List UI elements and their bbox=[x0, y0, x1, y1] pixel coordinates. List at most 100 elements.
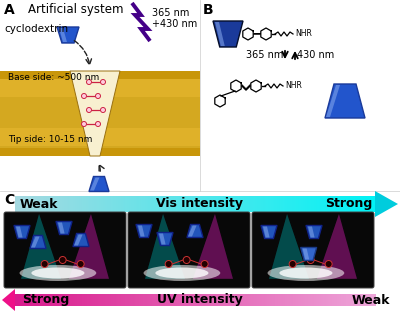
Bar bbox=[252, 294, 254, 306]
Bar bbox=[186, 294, 188, 306]
Bar bbox=[159, 196, 161, 212]
Bar bbox=[66, 196, 69, 212]
Bar bbox=[212, 196, 214, 212]
Bar bbox=[331, 196, 333, 212]
Bar bbox=[109, 294, 111, 306]
Bar bbox=[309, 196, 311, 212]
Bar bbox=[61, 196, 63, 212]
Bar bbox=[370, 196, 372, 212]
Bar bbox=[349, 294, 351, 306]
Bar bbox=[30, 294, 33, 306]
Bar bbox=[178, 294, 180, 306]
Bar bbox=[265, 294, 267, 306]
Bar bbox=[188, 196, 190, 212]
Bar bbox=[231, 294, 233, 306]
Bar bbox=[346, 196, 348, 212]
Bar bbox=[120, 196, 122, 212]
Bar bbox=[189, 196, 191, 212]
Bar bbox=[238, 196, 240, 212]
Bar bbox=[134, 196, 136, 212]
Bar bbox=[69, 196, 71, 212]
Bar bbox=[210, 294, 213, 306]
Bar bbox=[80, 294, 82, 306]
Polygon shape bbox=[56, 221, 72, 234]
Bar bbox=[225, 294, 227, 306]
Bar bbox=[85, 294, 87, 306]
Bar bbox=[340, 294, 342, 306]
Bar bbox=[338, 294, 340, 306]
Bar bbox=[362, 294, 364, 306]
Bar bbox=[227, 294, 230, 306]
Bar bbox=[164, 196, 166, 212]
Bar bbox=[271, 196, 273, 212]
Bar bbox=[183, 294, 185, 306]
Polygon shape bbox=[58, 222, 64, 234]
Bar bbox=[213, 196, 215, 212]
Text: Vis intensity: Vis intensity bbox=[156, 197, 244, 211]
Bar bbox=[27, 196, 29, 212]
Bar bbox=[66, 196, 68, 212]
Bar bbox=[30, 196, 33, 212]
Bar bbox=[126, 294, 128, 306]
Bar bbox=[252, 196, 254, 212]
Bar bbox=[72, 196, 74, 212]
Bar bbox=[232, 294, 234, 306]
Bar bbox=[118, 294, 120, 306]
Bar bbox=[56, 196, 58, 212]
Bar bbox=[351, 294, 353, 306]
Bar bbox=[200, 196, 202, 212]
Bar bbox=[270, 294, 272, 306]
Bar bbox=[229, 196, 231, 212]
Bar bbox=[33, 294, 35, 306]
Bar bbox=[202, 294, 204, 306]
Bar bbox=[248, 294, 250, 306]
Bar bbox=[59, 196, 62, 212]
Bar bbox=[21, 196, 23, 212]
Text: A: A bbox=[4, 3, 15, 17]
Polygon shape bbox=[70, 71, 120, 156]
Bar bbox=[226, 294, 228, 306]
Bar bbox=[206, 196, 208, 212]
Bar bbox=[150, 294, 152, 306]
Bar bbox=[28, 294, 30, 306]
Bar bbox=[99, 294, 101, 306]
Bar bbox=[258, 196, 260, 212]
Bar bbox=[155, 196, 158, 212]
Bar bbox=[337, 196, 339, 212]
Circle shape bbox=[41, 261, 48, 267]
Bar bbox=[352, 294, 354, 306]
Bar bbox=[128, 196, 130, 212]
Bar bbox=[112, 294, 114, 306]
Polygon shape bbox=[263, 226, 270, 238]
Bar bbox=[195, 294, 197, 306]
Polygon shape bbox=[301, 248, 317, 261]
Bar bbox=[124, 294, 126, 306]
Polygon shape bbox=[375, 191, 398, 217]
Bar bbox=[204, 294, 207, 306]
Polygon shape bbox=[188, 225, 197, 236]
Bar bbox=[225, 196, 227, 212]
Bar bbox=[304, 196, 306, 212]
Bar bbox=[171, 196, 173, 212]
Bar bbox=[302, 196, 304, 212]
Bar bbox=[52, 294, 54, 306]
Bar bbox=[0, 71, 200, 156]
Bar bbox=[138, 294, 140, 306]
Bar bbox=[177, 294, 179, 306]
Bar bbox=[102, 196, 104, 212]
Bar bbox=[307, 196, 309, 212]
Bar bbox=[35, 294, 38, 306]
Bar bbox=[315, 294, 317, 306]
Bar bbox=[165, 294, 167, 306]
Bar bbox=[54, 294, 57, 306]
Bar bbox=[277, 196, 279, 212]
Bar bbox=[280, 294, 282, 306]
Bar bbox=[272, 294, 274, 306]
Bar bbox=[278, 294, 280, 306]
Bar bbox=[32, 196, 34, 212]
Bar bbox=[18, 196, 20, 212]
Bar bbox=[201, 294, 203, 306]
Bar bbox=[289, 294, 291, 306]
Bar bbox=[90, 196, 93, 212]
Bar bbox=[261, 294, 263, 306]
